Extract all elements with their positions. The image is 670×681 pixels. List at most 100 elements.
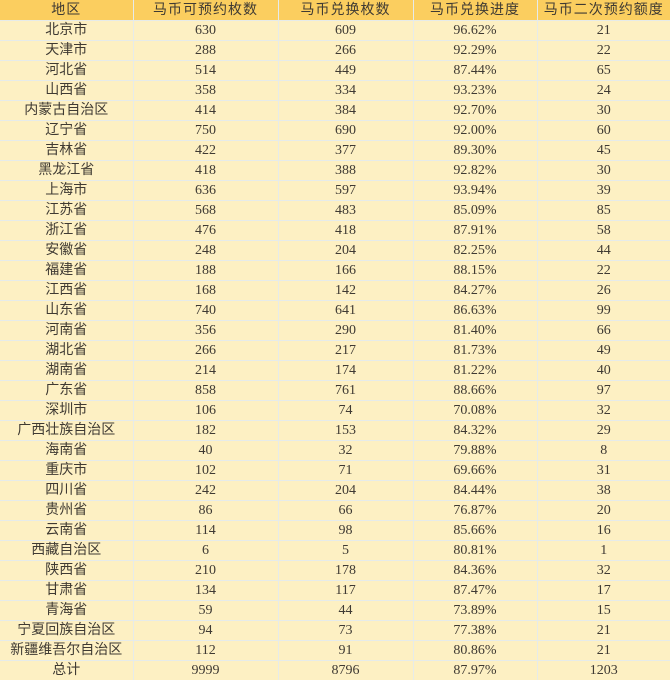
value-cell: 690 [277, 120, 414, 141]
value-cell: 44 [277, 600, 414, 621]
value-cell: 39 [536, 180, 670, 201]
value-cell: 288 [132, 40, 279, 61]
value-cell: 93.94% [412, 180, 538, 201]
value-cell: 38 [536, 480, 670, 501]
value-cell: 248 [132, 240, 279, 261]
value-cell: 80.81% [412, 540, 538, 561]
value-cell: 86.63% [412, 300, 538, 321]
value-cell: 81.22% [412, 360, 538, 381]
value-cell: 81.73% [412, 340, 538, 361]
region-cell: 福建省 [0, 260, 134, 281]
table-row: 宁夏回族自治区 94 73 77.38% 21 [0, 620, 670, 641]
value-cell: 80.86% [412, 640, 538, 661]
value-cell: 77.38% [412, 620, 538, 641]
column-header-exchange-progress: 马币兑换进度 [412, 0, 538, 21]
value-cell: 217 [277, 340, 414, 361]
value-cell: 15 [536, 600, 670, 621]
table-row: 陕西省 210 178 84.36% 32 [0, 560, 670, 581]
value-cell: 761 [277, 380, 414, 401]
table-row: 四川省 242 204 84.44% 38 [0, 480, 670, 501]
table-row: 福建省 188 166 88.15% 22 [0, 260, 670, 281]
value-cell: 45 [536, 140, 670, 161]
region-cell: 总计 [0, 660, 134, 681]
value-cell: 73 [277, 620, 414, 641]
table-row: 江西省 168 142 84.27% 26 [0, 280, 670, 301]
value-cell: 31 [536, 460, 670, 481]
value-cell: 750 [132, 120, 279, 141]
value-cell: 358 [132, 80, 279, 101]
value-cell: 49 [536, 340, 670, 361]
value-cell: 74 [277, 400, 414, 421]
column-header-exchanged-count: 马币兑换枚数 [277, 0, 414, 21]
column-header-second-reservation-quota: 马币二次预约额度 [536, 0, 670, 21]
region-cell: 四川省 [0, 480, 134, 501]
value-cell: 740 [132, 300, 279, 321]
value-cell: 483 [277, 200, 414, 221]
value-cell: 85.66% [412, 520, 538, 541]
value-cell: 266 [277, 40, 414, 61]
table-row: 云南省 114 98 85.66% 16 [0, 520, 670, 541]
value-cell: 112 [132, 640, 279, 661]
region-cell: 深圳市 [0, 400, 134, 421]
value-cell: 81.40% [412, 320, 538, 341]
value-cell: 32 [536, 560, 670, 581]
value-cell: 568 [132, 200, 279, 221]
value-cell: 142 [277, 280, 414, 301]
region-cell: 湖南省 [0, 360, 134, 381]
value-cell: 73.89% [412, 600, 538, 621]
table-row: 广东省 858 761 88.66% 97 [0, 380, 670, 401]
value-cell: 414 [132, 100, 279, 121]
value-cell: 82.25% [412, 240, 538, 261]
table-row: 浙江省 476 418 87.91% 58 [0, 220, 670, 241]
value-cell: 384 [277, 100, 414, 121]
region-cell: 贵州省 [0, 500, 134, 521]
value-cell: 266 [132, 340, 279, 361]
table-row: 贵州省 86 66 76.87% 20 [0, 500, 670, 521]
region-cell: 黑龙江省 [0, 160, 134, 181]
table-row: 深圳市 106 74 70.08% 32 [0, 400, 670, 421]
value-cell: 290 [277, 320, 414, 341]
value-cell: 92.70% [412, 100, 538, 121]
value-cell: 71 [277, 460, 414, 481]
value-cell: 66 [277, 500, 414, 521]
region-cell: 安徽省 [0, 240, 134, 261]
value-cell: 22 [536, 260, 670, 281]
value-cell: 334 [277, 80, 414, 101]
value-cell: 188 [132, 260, 279, 281]
value-cell: 99 [536, 300, 670, 321]
value-cell: 79.88% [412, 440, 538, 461]
region-cell: 河南省 [0, 320, 134, 341]
value-cell: 26 [536, 280, 670, 301]
region-cell: 辽宁省 [0, 120, 134, 141]
region-cell: 宁夏回族自治区 [0, 620, 134, 641]
value-cell: 597 [277, 180, 414, 201]
value-cell: 84.44% [412, 480, 538, 501]
region-cell: 广东省 [0, 380, 134, 401]
table-row: 甘肃省 134 117 87.47% 17 [0, 580, 670, 601]
region-cell: 山西省 [0, 80, 134, 101]
value-cell: 377 [277, 140, 414, 161]
value-cell: 96.62% [412, 20, 538, 41]
value-cell: 210 [132, 560, 279, 581]
region-cell: 陕西省 [0, 560, 134, 581]
region-cell: 甘肃省 [0, 580, 134, 601]
region-cell: 湖北省 [0, 340, 134, 361]
value-cell: 93.23% [412, 80, 538, 101]
value-cell: 22 [536, 40, 670, 61]
value-cell: 636 [132, 180, 279, 201]
value-cell: 6 [132, 540, 279, 561]
region-cell: 北京市 [0, 20, 134, 41]
region-cell: 天津市 [0, 40, 134, 61]
value-cell: 182 [132, 420, 279, 441]
value-cell: 204 [277, 240, 414, 261]
table-row: 湖北省 266 217 81.73% 49 [0, 340, 670, 361]
value-cell: 32 [536, 400, 670, 421]
region-cell: 新疆维吾尔自治区 [0, 640, 134, 661]
region-cell: 河北省 [0, 60, 134, 81]
value-cell: 87.91% [412, 220, 538, 241]
value-cell: 98 [277, 520, 414, 541]
table-row: 青海省 59 44 73.89% 15 [0, 600, 670, 621]
value-cell: 88.66% [412, 380, 538, 401]
value-cell: 87.44% [412, 60, 538, 81]
